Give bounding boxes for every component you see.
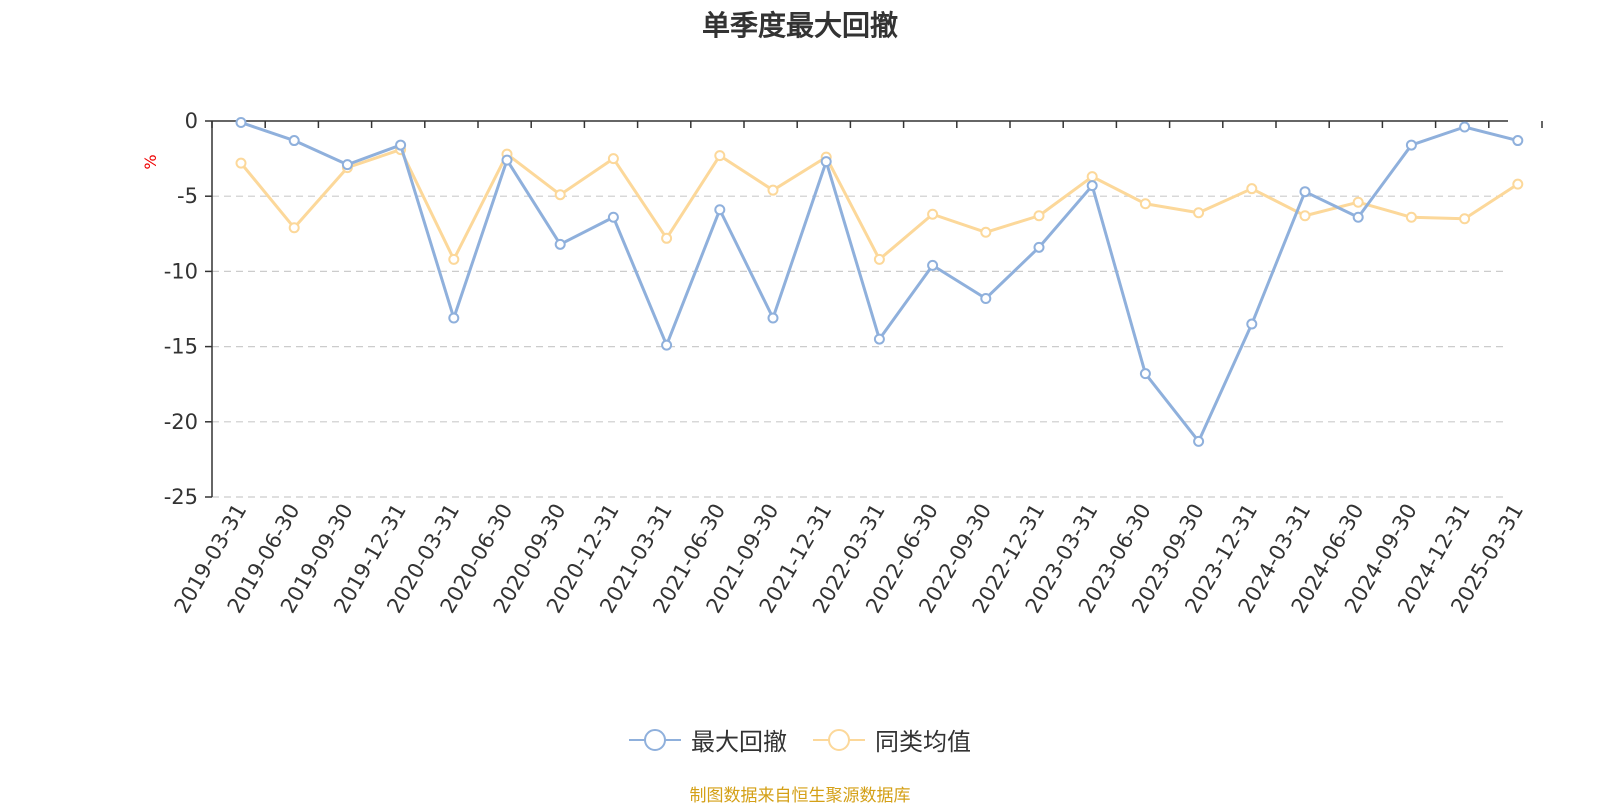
legend-line-circle-icon — [813, 728, 865, 751]
y-axis-label: % — [141, 154, 160, 169]
y-tick-label: -5 — [177, 184, 198, 208]
data-point — [661, 339, 673, 351]
legend[interactable]: 最大回撤 同类均值 — [0, 722, 1600, 757]
data-point — [873, 253, 885, 265]
y-tick-label: -15 — [164, 335, 198, 359]
data-point — [873, 333, 885, 345]
data-point — [554, 189, 566, 201]
data-point — [288, 135, 300, 147]
data-point — [1033, 210, 1045, 222]
data-point — [1512, 178, 1524, 190]
data-point — [448, 253, 460, 265]
data-point — [714, 150, 726, 162]
data-point — [1139, 368, 1151, 380]
y-tick-label: -10 — [164, 259, 198, 283]
data-point — [661, 232, 673, 244]
data-point — [1193, 435, 1205, 447]
series-line — [239, 148, 1519, 261]
y-tick-label: -20 — [164, 410, 198, 434]
data-point — [820, 156, 832, 168]
data-point — [1086, 171, 1098, 183]
data-point — [767, 184, 779, 196]
legend-label: 最大回撤 — [691, 728, 787, 756]
data-point — [980, 292, 992, 304]
data-point — [1459, 121, 1471, 133]
data-point — [714, 204, 726, 216]
legend-item-peer-average[interactable]: 同类均值 — [813, 722, 971, 757]
source-note: 制图数据来自恒生聚源数据库 — [689, 786, 911, 806]
data-point — [927, 259, 939, 271]
data-point — [767, 312, 779, 324]
data-point — [1352, 196, 1364, 208]
y-tick-label: 0 — [185, 109, 198, 133]
data-point — [1299, 210, 1311, 222]
data-point — [1139, 198, 1151, 210]
data-point — [1405, 211, 1417, 223]
legend-label: 同类均值 — [875, 728, 971, 756]
data-point — [1246, 318, 1258, 330]
data-point — [1512, 135, 1524, 147]
chart-title: 单季度最大回撤 — [701, 9, 898, 42]
data-point — [1193, 207, 1205, 219]
data-point — [1352, 211, 1364, 223]
axes: 0-5-10-15-20-252019-03-312019-06-302019-… — [164, 109, 1543, 617]
series-line — [240, 121, 1519, 443]
data-point — [235, 157, 247, 169]
data-point — [235, 117, 247, 129]
data-point — [395, 139, 407, 151]
data-point — [448, 312, 460, 324]
data-point — [1299, 186, 1311, 198]
data-point — [980, 226, 992, 238]
series-lines — [235, 117, 1524, 447]
data-point — [927, 208, 939, 220]
data-point — [1459, 213, 1471, 225]
y-tick-label: -25 — [164, 485, 198, 509]
data-point — [288, 222, 300, 234]
data-point — [1405, 139, 1417, 151]
grid-lines — [212, 195, 1508, 498]
data-point — [554, 238, 566, 250]
data-point — [501, 154, 513, 166]
legend-item-drawdown[interactable]: 最大回撤 — [629, 722, 787, 757]
data-point — [1033, 241, 1045, 253]
data-point — [341, 159, 353, 171]
data-point — [607, 211, 619, 223]
data-point — [607, 153, 619, 165]
legend-line-circle-icon — [629, 728, 681, 751]
data-point — [1086, 180, 1098, 192]
data-point — [1246, 183, 1258, 195]
